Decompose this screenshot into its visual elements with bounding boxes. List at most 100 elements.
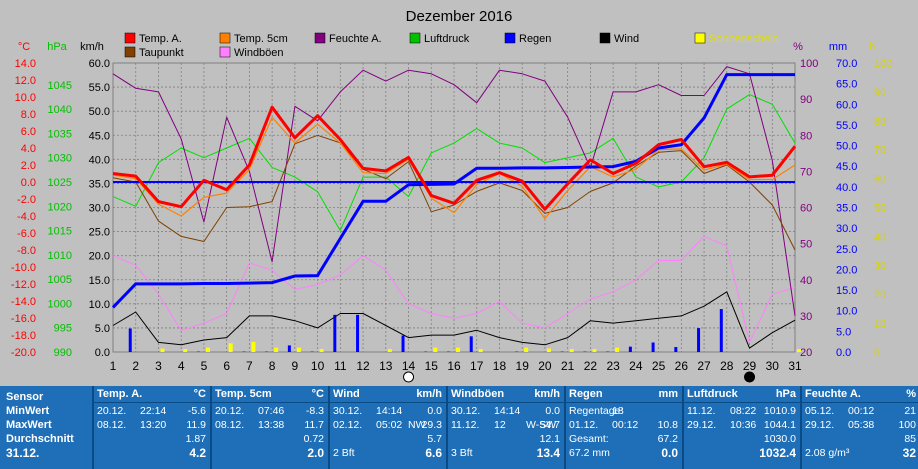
tick-label: -10.0 <box>11 262 36 274</box>
series-temp-a- <box>112 105 797 211</box>
tick-label: 20 <box>800 347 812 359</box>
column-header: Wind km/h <box>330 386 446 403</box>
row-label: MaxWert <box>6 419 52 431</box>
cell-value: 1030.0 <box>763 433 796 445</box>
x-tick-label: 23 <box>606 359 620 373</box>
cell-direction: NW <box>408 419 426 431</box>
cell-time: 13:38 <box>258 419 285 431</box>
cell-date: 3 Bft <box>451 447 473 459</box>
tick-label: 1020 <box>48 201 72 213</box>
tick-label: 1040 <box>48 104 72 116</box>
cell-value: 2.0 <box>307 446 324 460</box>
tick-label: 12.0 <box>15 75 36 87</box>
cell-time: 18 <box>612 405 624 417</box>
x-tick-label: 22 <box>584 359 598 373</box>
x-axis: 1 2 3 4 5 6 7 8 9 10 11 12 13 14 15 16 17 18 19 20 21 22 23 24 2… <box>110 359 802 373</box>
cell-value: 0.0 <box>427 405 442 417</box>
tick-label: 60.0 <box>836 99 857 111</box>
tick-label: 8.0 <box>21 109 36 121</box>
tick-label: 90 <box>874 87 886 99</box>
legend-swatch <box>599 32 611 44</box>
cell-value: 5.7 <box>427 433 442 445</box>
rain-bar <box>651 342 655 352</box>
cell-date: Regentage: <box>569 405 624 417</box>
tick-label: -20.0 <box>11 347 36 359</box>
table-column: Temp. A. °C 20.12. 22:14 -5.6 08.12. 13:20 11.9… <box>92 386 210 469</box>
x-tick-label: 28 <box>720 359 734 373</box>
cell-date: 05.12. <box>805 405 835 417</box>
tick-label: 40.0 <box>89 154 110 166</box>
column-header: Temp. A. °C <box>94 386 210 403</box>
cell-date: 2 Bft <box>333 447 355 459</box>
cell-value: 12.1 <box>539 433 560 445</box>
cell-date: 08.12. <box>97 419 127 431</box>
axis-unit-pct: % <box>793 41 803 53</box>
tick-label: 30.0 <box>836 223 857 235</box>
x-tick-label: 14 <box>402 359 416 373</box>
table-column: Luftdruck hPa 11.12. 08:22 1010.9 29.12. 10:36… <box>682 386 800 469</box>
tick-label: 30.0 <box>89 203 110 215</box>
chart-title: Dezember 2016 <box>406 8 513 25</box>
tick-label: 35.0 <box>89 178 110 190</box>
tick-label: 40 <box>874 231 886 243</box>
cell-date: 08.12. <box>215 419 245 431</box>
cell-time: 13:20 <box>140 419 167 431</box>
sun-bar <box>592 349 597 352</box>
column-header: Luftdruck hPa <box>684 386 800 403</box>
tick-label: 10 <box>874 318 886 330</box>
rain-bar <box>356 314 360 352</box>
tick-label: 40 <box>800 275 812 287</box>
legend-entry: Temp. 5cm <box>234 33 288 45</box>
tick-label: 55.0 <box>89 82 110 94</box>
tick-label: 50.0 <box>89 106 110 118</box>
sun-bar <box>456 347 460 352</box>
tick-label: 20 <box>874 289 886 301</box>
cell-time: 22:14 <box>140 405 167 417</box>
cell-value: 54.7 <box>539 419 560 431</box>
cell-value: 1.87 <box>185 433 206 445</box>
tick-label: 1035 <box>48 128 72 140</box>
axis-mm: 70.0 65.0 60.0 55.0 50.0 45.0 40.0 35.0 30.0 25.0… <box>836 58 857 359</box>
tick-label: 50 <box>800 239 812 251</box>
cell-date: 02.12. <box>333 419 363 431</box>
rain-bar <box>401 335 405 352</box>
cell-time: 14:14 <box>494 405 521 417</box>
sun-bar <box>183 349 188 352</box>
tick-label: 15.0 <box>89 275 110 287</box>
cell-value: 13.4 <box>536 446 560 460</box>
tick-label: 45.0 <box>89 130 110 142</box>
series-taupunkt <box>112 134 796 251</box>
cell-date: 29.12. <box>687 419 717 431</box>
x-tick-label: 16 <box>447 359 461 373</box>
tick-label: -14.0 <box>11 296 36 308</box>
tick-label: 45.0 <box>836 161 857 173</box>
axis-kmh: 60.0 55.0 50.0 45.0 40.0 35.0 30.0 25.0 20.0 15.0… <box>89 58 110 359</box>
rain-bar <box>128 328 132 352</box>
cell-value: 11.7 <box>304 419 324 431</box>
tick-label: 60 <box>874 174 886 186</box>
cell-time: 08:22 <box>730 405 757 417</box>
axis-temp: 14.0 12.0 10.0 8.0 6.0 4.0 2.0 0.0 -2.0 -4.0 -6.0 -… <box>11 58 36 359</box>
tick-label: 1000 <box>48 298 72 310</box>
x-tick-label: 11 <box>334 359 347 373</box>
row-label: Sensor <box>6 391 44 403</box>
cell-value: 6.6 <box>425 446 442 460</box>
table-column: Temp. 5cm °C 20.12. 07:46 -8.3 08.12. 13:38 11.… <box>210 386 328 469</box>
tick-label: 10.0 <box>89 299 110 311</box>
x-tick-label: 2 <box>132 359 139 373</box>
sun-bar <box>274 347 279 352</box>
tick-label: 70 <box>800 166 812 178</box>
column-title: Luftdruck <box>687 388 738 400</box>
column-header: Temp. 5cm °C <box>212 386 328 403</box>
tick-label: 2.0 <box>21 160 36 172</box>
cell-value: 67.2 <box>657 433 678 445</box>
x-tick-label: 25 <box>652 359 666 373</box>
full-moon-icon <box>403 371 415 383</box>
tick-label: 35.0 <box>836 203 857 215</box>
table-column: Regen mm Regentage: 18 01.12. 00:12 10.8 Gesamt… <box>564 386 682 469</box>
tick-label: -4.0 <box>17 211 36 223</box>
rain-bar <box>628 346 632 352</box>
tick-label: 30 <box>800 311 812 323</box>
row-label: Durchschnitt <box>6 433 74 445</box>
tick-label: 70 <box>874 145 886 157</box>
